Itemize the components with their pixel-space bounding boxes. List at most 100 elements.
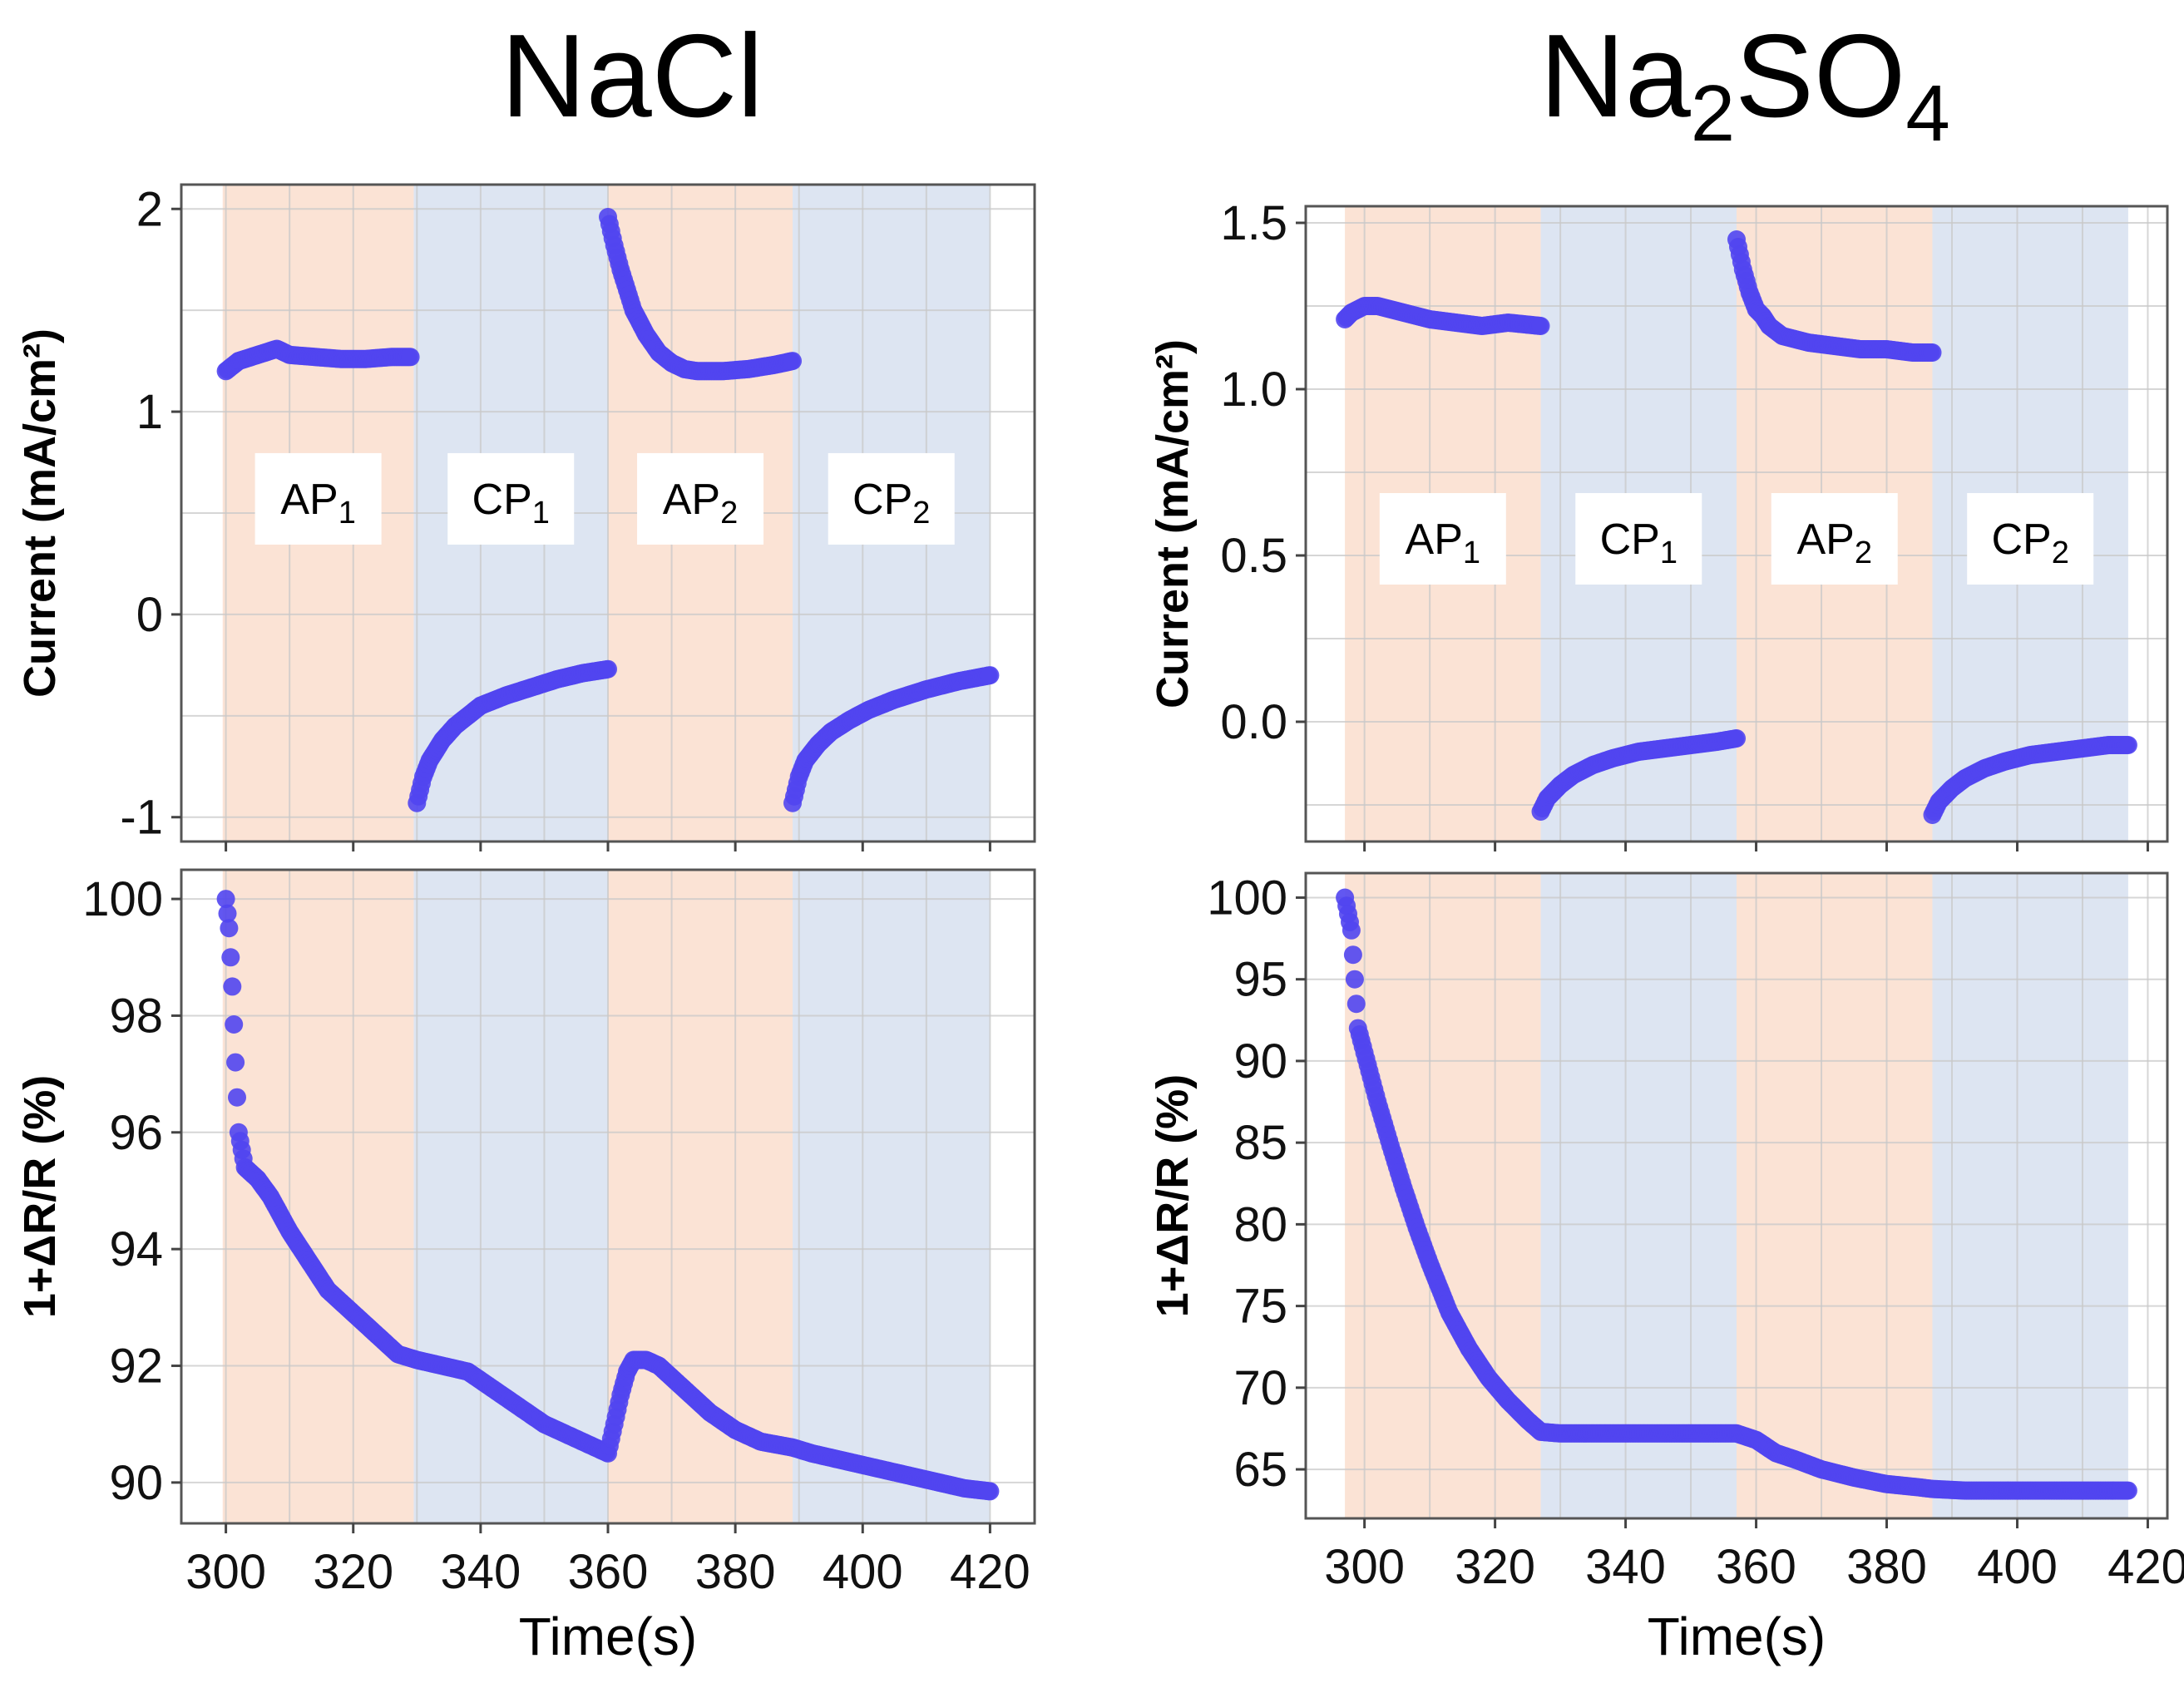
data-point xyxy=(218,904,237,923)
title-subscript: 4 xyxy=(1905,69,1949,158)
x-axis xyxy=(225,842,991,851)
phase-band-ap2 xyxy=(608,870,793,1523)
y-tick-label: 0.5 xyxy=(1220,529,1287,583)
data-point xyxy=(1342,921,1361,940)
phase-label-box xyxy=(828,452,955,545)
phase-label-text: AP2 xyxy=(663,476,739,531)
phase-label-text: AP1 xyxy=(1406,516,1481,570)
phase-label-text: AP1 xyxy=(280,476,356,531)
x-tick-label: 400 xyxy=(823,1545,903,1599)
phase-band-cp2 xyxy=(793,870,991,1523)
data-point xyxy=(599,659,617,679)
data-point xyxy=(783,352,802,371)
y-axis: 90 92 94 96 98 100 xyxy=(82,872,181,1510)
x-tick-label: 380 xyxy=(1846,1540,1927,1594)
x-axis xyxy=(1363,842,2149,851)
y-tick-label: 1.0 xyxy=(1220,363,1287,417)
chart-na2so4-resistance: 65 70 75 80 85 90 95 100 300 320 340 360 380 400 420 1+… xyxy=(1148,871,2184,1666)
phase-subscript: 2 xyxy=(912,496,930,531)
y-tick-label: 75 xyxy=(1233,1280,1287,1334)
y-axis-label: Current (mA/cm²) xyxy=(15,328,65,698)
y-tick-label: 0.0 xyxy=(1220,695,1287,749)
data-point xyxy=(981,666,1000,685)
phase-label-box xyxy=(1771,493,1898,585)
data-point xyxy=(225,1015,244,1034)
phase-label-box xyxy=(1575,493,1702,585)
title-subscript: 2 xyxy=(1691,69,1735,158)
y-tick-label: 80 xyxy=(1233,1197,1287,1251)
phase-label-box xyxy=(1967,493,2094,585)
y-tick-label: 65 xyxy=(1233,1443,1287,1497)
phase-label-cp1: CP1 xyxy=(447,452,575,545)
x-tick-label: 320 xyxy=(313,1545,393,1599)
phase-name: CP xyxy=(472,476,532,524)
phase-name: CP xyxy=(852,476,912,524)
data-point xyxy=(1531,317,1550,335)
phase-label-cp1: CP1 xyxy=(1575,493,1702,585)
x-tick-label: 340 xyxy=(1585,1540,1666,1594)
phase-subscript: 2 xyxy=(720,496,738,531)
plot-frame xyxy=(1304,871,2169,1520)
phase-label-box xyxy=(447,452,575,545)
x-tick-label: 320 xyxy=(1455,1540,1535,1594)
phase-label-ap2: AP2 xyxy=(637,452,764,545)
y-axis: 65 70 75 80 85 90 95 100 xyxy=(1207,871,1306,1497)
x-tick-label: 300 xyxy=(185,1545,266,1599)
phase-label-ap1: AP1 xyxy=(254,452,382,545)
phase-band-ap1 xyxy=(222,870,414,1523)
data-point xyxy=(216,890,235,909)
y-axis-label: 1+ΔR/R (%) xyxy=(1148,1074,1198,1317)
plot-frame xyxy=(1304,205,2169,843)
y-tick-label: 1.5 xyxy=(1220,196,1287,250)
phase-label-box xyxy=(637,452,764,545)
data-points xyxy=(216,890,1000,1501)
data-point xyxy=(981,1482,1000,1501)
phase-name: AP xyxy=(280,476,338,524)
y-tick-label: 1 xyxy=(136,385,163,439)
title-nacl: NaCl xyxy=(501,10,763,142)
chart-na2so4-current: AP1 CP1 AP2 CP2 0.0 0.5 1.0 1.5 Current (mA/cm²) xyxy=(1148,196,2169,851)
title-part: Na xyxy=(1539,10,1691,142)
y-tick-label: 85 xyxy=(1233,1116,1287,1170)
x-axis-label: Time(s) xyxy=(1648,1607,1826,1666)
data-point xyxy=(228,1088,246,1107)
phase-label-text: AP2 xyxy=(1796,516,1872,570)
phase-label-text: CP2 xyxy=(1991,516,2068,570)
x-tick-label: 360 xyxy=(1716,1540,1796,1594)
data-points xyxy=(216,208,1000,812)
y-axis: -1 0 1 2 xyxy=(120,182,181,845)
data-point xyxy=(401,348,420,367)
phase-name: AP xyxy=(663,476,720,524)
x-tick-label: 300 xyxy=(1324,1540,1405,1594)
phase-label-cp2: CP2 xyxy=(1967,493,2094,585)
y-axis: 0.0 0.5 1.0 1.5 xyxy=(1220,196,1306,749)
data-point xyxy=(223,977,242,996)
data-points xyxy=(1336,230,2137,824)
phase-band-ap2 xyxy=(1737,873,1933,1518)
phase-label-text: CP1 xyxy=(1600,516,1678,570)
y-tick-label: 92 xyxy=(109,1340,163,1394)
y-tick-label: 90 xyxy=(1233,1034,1287,1088)
data-point xyxy=(221,948,240,967)
y-tick-label: 0 xyxy=(136,588,163,642)
chart-nacl-resistance: 90 92 94 96 98 100 300 320 340 360 380 400 420 1+ΔR/R… xyxy=(15,868,1036,1666)
phase-subscript: 1 xyxy=(532,496,550,531)
x-tick-label: 380 xyxy=(695,1545,776,1599)
y-tick-label: 70 xyxy=(1233,1361,1287,1415)
data-point xyxy=(1727,729,1746,748)
x-axis: 300 320 340 360 380 400 420 xyxy=(185,1523,1030,1599)
data-points xyxy=(1336,888,2137,1500)
y-tick-label: 100 xyxy=(82,872,163,926)
phase-name: AP xyxy=(1796,516,1854,564)
data-point xyxy=(1346,995,1366,1014)
phase-band-ap1 xyxy=(1345,873,1541,1518)
y-axis-label: 1+ΔR/R (%) xyxy=(15,1075,65,1318)
y-axis-label: Current (mA/cm²) xyxy=(1148,339,1198,708)
title-na2so4: Na2SO4 xyxy=(1539,10,1949,158)
data-point xyxy=(226,1053,245,1072)
x-tick-label: 360 xyxy=(568,1545,649,1599)
data-point xyxy=(2118,1481,2137,1500)
phase-label-cp2: CP2 xyxy=(828,452,955,545)
phase-band-cp1 xyxy=(1540,873,1737,1518)
